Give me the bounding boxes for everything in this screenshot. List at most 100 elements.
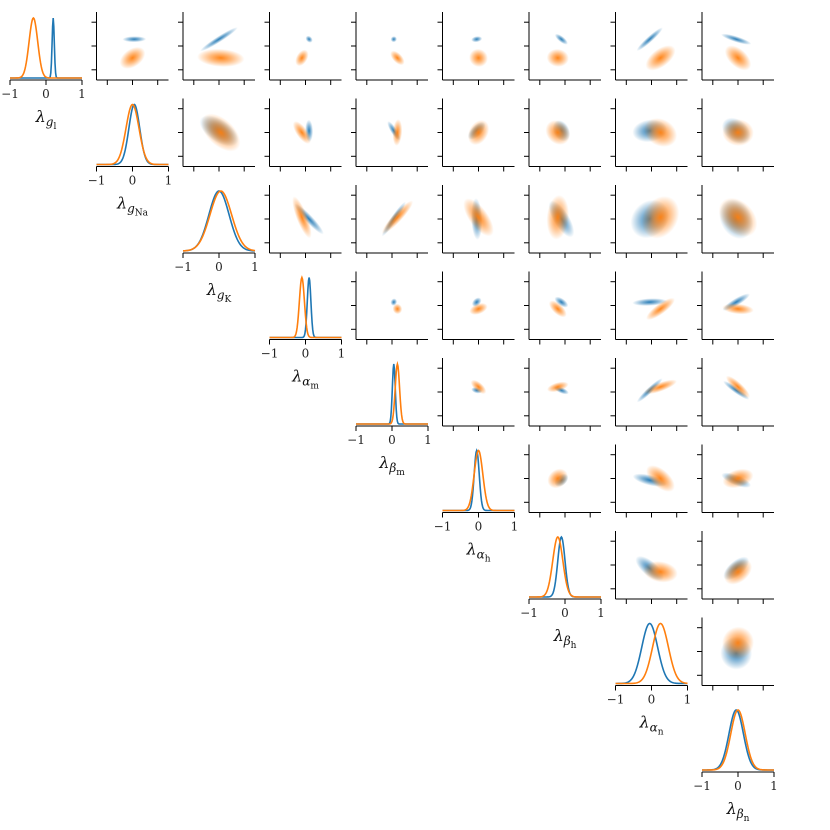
marginal-curve-1 [702, 709, 774, 771]
x-tick-label: 0 [302, 347, 310, 361]
density-blob-1 [718, 197, 758, 237]
marginal-curve-0 [182, 190, 256, 252]
x-tick-label: −1 [693, 779, 711, 793]
x-tick-label: −1 [88, 174, 106, 188]
density-blob-1 [467, 119, 490, 146]
marginal-curve-0 [702, 709, 774, 771]
density-blob-0 [390, 36, 397, 43]
marginal-curve-0 [356, 363, 428, 425]
density-blob-0 [554, 296, 569, 308]
marginal-panel-1: −1 0 1 λgNa [88, 103, 172, 219]
joint-panel-1-6 [524, 98, 601, 172]
density-blob-1 [295, 49, 309, 67]
density-blob-1 [292, 121, 311, 144]
x-tick-label: −1 [261, 347, 279, 361]
marginal-curve-1 [10, 16, 82, 79]
joint-panel-2-8 [697, 185, 774, 258]
x-tick-label: 0 [129, 174, 137, 188]
marginal-panel-5: −1 0 1 λαh [434, 448, 519, 565]
x-tick-label: 0 [215, 260, 223, 274]
density-blob-1 [381, 200, 414, 235]
joint-panel-0-1 [91, 12, 169, 85]
joint-panel-5-8 [697, 444, 774, 518]
density-blob-1 [722, 468, 754, 489]
x-tick-label: 0 [648, 693, 656, 707]
density-blob-1 [724, 45, 752, 71]
joint-panel-4-6 [524, 358, 601, 431]
joint-panel-5-7 [610, 444, 688, 518]
joint-panel-3-5 [437, 271, 515, 345]
density-blob-1 [545, 120, 571, 145]
x-tick-label: −1 [1, 87, 19, 101]
density-blob-0 [471, 36, 483, 43]
joint-panel-7-8 [697, 617, 774, 691]
x-tick-label: 1 [597, 606, 605, 620]
x-tick-label: 1 [78, 87, 86, 101]
marginal-curve-1 [96, 103, 169, 166]
joint-panel-2-5 [437, 185, 515, 258]
joint-panel-3-4 [351, 271, 428, 345]
marginal-panel-6: −1 0 1 λβh [520, 535, 605, 651]
density-blob-1 [547, 468, 569, 489]
density-blob-0 [390, 298, 398, 306]
density-blob-1 [392, 303, 403, 315]
joint-panel-2-7 [610, 185, 688, 258]
axis-label-3: λαm [291, 367, 319, 392]
density-blob-1 [469, 48, 488, 67]
density-blob-1 [643, 118, 678, 147]
marginal-panel-4: −1 0 1 λβm [347, 360, 432, 478]
x-tick-label: −1 [520, 606, 538, 620]
density-blob-0 [721, 33, 752, 45]
density-blob-1 [392, 119, 403, 146]
x-tick-label: 1 [251, 260, 259, 274]
joint-panel-5-6 [524, 444, 601, 518]
axis-label-7: λαn [638, 713, 663, 738]
density-blob-1 [201, 113, 241, 152]
axis-label-4: λβm [378, 453, 405, 478]
axis-label-6: λβh [553, 626, 577, 651]
axis-label-1: λgNa [116, 194, 149, 219]
density-blob-1 [197, 48, 245, 67]
density-blob-1 [546, 194, 570, 240]
x-tick-label: 0 [561, 606, 569, 620]
density-blob-1 [643, 561, 678, 583]
x-tick-label: 0 [388, 433, 396, 447]
marginal-curve-0 [615, 622, 688, 685]
density-blob-1 [119, 46, 146, 69]
joint-panel-1-5 [437, 98, 515, 172]
joint-panel-0-2 [178, 12, 255, 85]
joint-panel-3-7 [610, 271, 688, 345]
joint-panel-6-7 [610, 531, 688, 604]
joint-panel-1-3 [264, 98, 342, 172]
x-tick-label: −1 [434, 520, 452, 534]
marginal-curve-1 [615, 622, 688, 685]
x-tick-label: 1 [338, 347, 346, 361]
x-tick-label: 1 [511, 520, 519, 534]
density-blob-1 [644, 379, 677, 395]
x-tick-label: 1 [424, 433, 432, 447]
marginal-panel-2: −1 0 1 λgK [174, 190, 259, 305]
density-blob-1 [722, 119, 754, 146]
joint-panel-0-7 [610, 12, 688, 85]
x-tick-label: 0 [734, 779, 742, 793]
marginal-panel-3: −1 0 1 λαm [261, 275, 346, 392]
density-blob-1 [292, 196, 312, 239]
density-blob-1 [645, 45, 676, 71]
joint-panel-6-8 [697, 531, 774, 604]
density-blob-0 [554, 33, 568, 45]
joint-panel-2-3 [264, 185, 342, 258]
marginal-curve-0 [10, 17, 82, 79]
joint-panel-0-3 [264, 12, 342, 85]
joint-panel-1-7 [610, 98, 688, 172]
joint-panel-1-4 [351, 98, 428, 172]
joint-panel-0-5 [437, 12, 515, 85]
marginal-curve-0 [442, 448, 515, 512]
x-tick-label: −1 [607, 693, 625, 707]
joint-panel-4-5 [437, 358, 515, 431]
density-blob-1 [469, 302, 488, 315]
marginal-curve-0 [96, 103, 169, 166]
joint-panel-1-2 [178, 98, 255, 172]
density-blob-1 [390, 50, 405, 66]
density-blob-1 [547, 381, 569, 393]
